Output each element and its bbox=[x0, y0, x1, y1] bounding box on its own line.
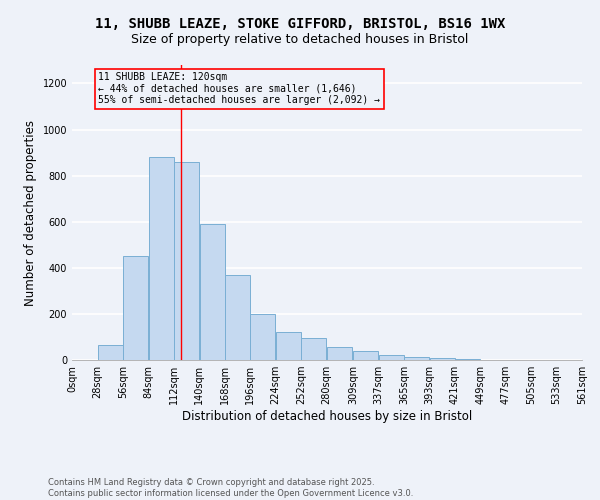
Text: Contains HM Land Registry data © Crown copyright and database right 2025.
Contai: Contains HM Land Registry data © Crown c… bbox=[48, 478, 413, 498]
Bar bbox=[276, 332, 301, 360]
Bar bbox=[250, 314, 275, 360]
Text: 11 SHUBB LEAZE: 120sqm
← 44% of detached houses are smaller (1,646)
55% of semi-: 11 SHUBB LEAZE: 120sqm ← 44% of detached… bbox=[98, 72, 380, 105]
Text: Size of property relative to detached houses in Bristol: Size of property relative to detached ho… bbox=[131, 32, 469, 46]
Bar bbox=[404, 357, 429, 360]
Bar bbox=[225, 274, 250, 360]
Bar bbox=[301, 338, 326, 360]
Bar bbox=[174, 162, 199, 360]
X-axis label: Distribution of detached houses by size in Bristol: Distribution of detached houses by size … bbox=[182, 410, 472, 423]
Bar bbox=[123, 256, 148, 360]
Bar bbox=[353, 351, 378, 360]
Bar bbox=[199, 224, 224, 360]
Bar bbox=[149, 157, 173, 360]
Bar bbox=[98, 345, 122, 360]
Bar bbox=[327, 348, 352, 360]
Bar bbox=[379, 356, 404, 360]
Text: 11, SHUBB LEAZE, STOKE GIFFORD, BRISTOL, BS16 1WX: 11, SHUBB LEAZE, STOKE GIFFORD, BRISTOL,… bbox=[95, 18, 505, 32]
Y-axis label: Number of detached properties: Number of detached properties bbox=[24, 120, 37, 306]
Bar bbox=[430, 358, 455, 360]
